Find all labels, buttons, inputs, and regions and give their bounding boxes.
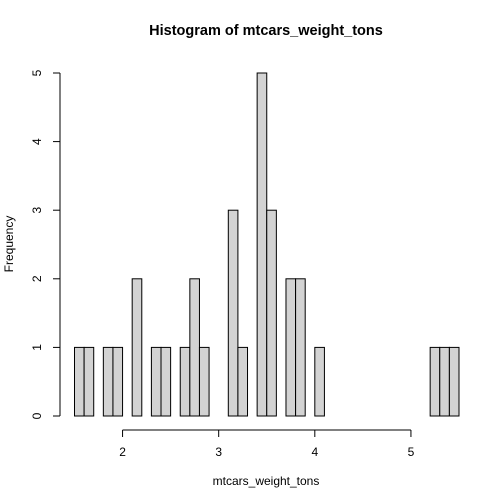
histogram-bar	[113, 347, 123, 416]
histogram-bar	[75, 347, 85, 416]
x-tick-label: 5	[408, 445, 415, 459]
histogram-bar	[84, 347, 94, 416]
histogram-bar	[315, 347, 325, 416]
histogram-bar	[286, 279, 296, 416]
histogram-bar	[180, 347, 190, 416]
histogram-bar	[151, 347, 161, 416]
y-axis-label: Frequency	[2, 216, 16, 273]
histogram-bar	[228, 210, 238, 416]
y-tick-label: 3	[30, 207, 44, 214]
histogram-bar	[199, 347, 209, 416]
histogram-bar	[132, 279, 142, 416]
x-tick-label: 4	[311, 445, 318, 459]
y-tick-label: 0	[30, 412, 44, 419]
histogram-bar	[238, 347, 248, 416]
y-tick-label: 5	[30, 69, 44, 76]
histogram-bar	[161, 347, 171, 416]
x-axis-label: mtcars_weight_tons	[213, 474, 320, 488]
histogram-bar	[296, 279, 306, 416]
histogram-bar	[267, 210, 277, 416]
histogram-bar	[103, 347, 113, 416]
y-axis: 0 1 2 3 4 5	[30, 69, 60, 419]
bar-group	[75, 73, 460, 416]
histogram-bar	[257, 73, 267, 416]
histogram-bar	[449, 347, 459, 416]
x-tick-label: 3	[215, 445, 222, 459]
histogram-bar	[440, 347, 450, 416]
y-tick-label: 2	[30, 275, 44, 282]
histogram-bar	[190, 279, 200, 416]
y-tick-label: 1	[30, 344, 44, 351]
x-tick-label: 2	[119, 445, 126, 459]
chart-title: Histogram of mtcars_weight_tons	[149, 23, 383, 39]
y-tick-label: 4	[30, 138, 44, 145]
x-axis: 2 3 4 5	[119, 430, 414, 459]
histogram-bar	[430, 347, 440, 416]
